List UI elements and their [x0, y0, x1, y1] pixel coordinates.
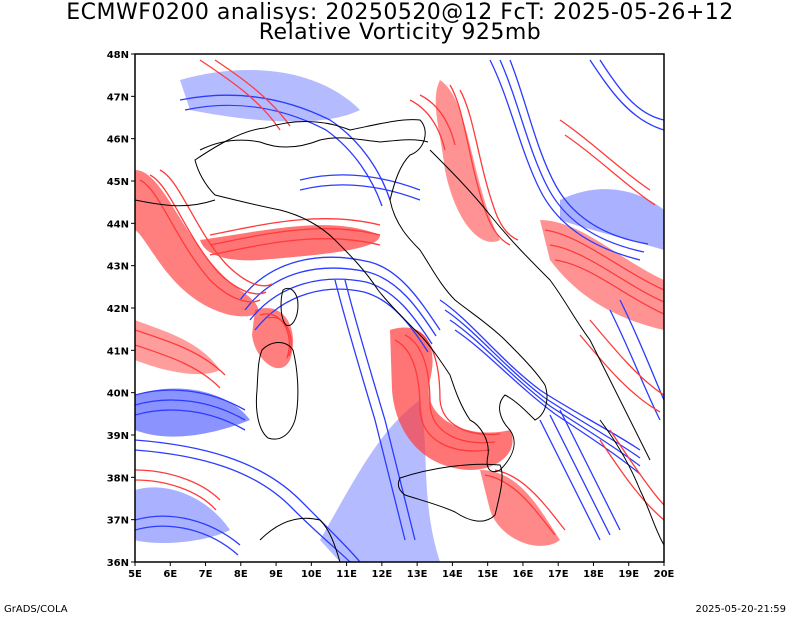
lon-tick-label: 15E — [477, 569, 498, 580]
lon-tick-label: 5E — [128, 569, 142, 580]
footer-timestamp: 2025-05-20-21:59 — [695, 604, 786, 615]
alps-border — [199, 137, 429, 151]
lon-tick-label: 9E — [269, 569, 283, 580]
lat-tick-label: 47N — [107, 92, 129, 103]
lat-tick-label: 44N — [107, 219, 129, 230]
lat-tick-label: 41N — [107, 346, 129, 357]
axis-ticks: 5E 6E 7E 8E 9E 10E 11E 12E 13E 14E 15E 16E 17E 18E 19E… — [107, 50, 675, 580]
greece-coast — [599, 419, 664, 546]
footer-software-credit: GrADS/COLA — [4, 604, 68, 615]
lon-tick-label: 19E — [618, 569, 639, 580]
positive-contour-lines — [135, 59, 664, 536]
corsica-outline — [280, 287, 299, 327]
lon-tick-label: 16E — [513, 569, 534, 580]
lat-tick-label: 38N — [107, 473, 129, 484]
lon-tick-label: 10E — [301, 569, 322, 580]
sicily-outline — [397, 463, 503, 522]
italy-peninsula-outline — [194, 119, 548, 473]
france-coast — [135, 199, 216, 207]
tunisia-coast — [259, 517, 341, 562]
lat-tick-label: 39N — [107, 431, 129, 442]
lat-tick-label: 45N — [107, 177, 129, 188]
coastlines-and-borders — [135, 119, 664, 562]
lon-tick-label: 11E — [336, 569, 357, 580]
lon-tick-label: 14E — [442, 569, 463, 580]
lat-tick-label: 43N — [107, 262, 129, 273]
balkan-coast-outline — [429, 149, 651, 461]
lon-tick-label: 7E — [199, 569, 213, 580]
lon-tick-label: 20E — [654, 569, 675, 580]
lat-tick-label: 48N — [107, 50, 129, 61]
lon-tick-label: 18E — [583, 569, 604, 580]
lon-tick-label: 12E — [371, 569, 392, 580]
positive-vorticity-fields — [135, 80, 664, 546]
lat-tick-label: 46N — [107, 135, 129, 146]
lon-tick-label: 6E — [163, 569, 177, 580]
lon-tick-label: 17E — [548, 569, 569, 580]
lon-tick-label: 13E — [407, 569, 428, 580]
vorticity-contours — [135, 59, 664, 562]
lat-tick-label: 36N — [107, 558, 129, 569]
map-title-line2: Relative Vorticity 925mb — [258, 20, 542, 45]
lat-tick-label: 40N — [107, 389, 129, 400]
negative-contour-lines — [135, 59, 664, 562]
lat-tick-label: 42N — [107, 304, 129, 315]
map-title-line1: ECMWF0200 analisys: 20250520@12 FcT: 202… — [66, 0, 734, 25]
lat-tick-label: 37N — [107, 516, 129, 527]
lon-tick-label: 8E — [234, 569, 248, 580]
sardinia-outline — [255, 342, 299, 440]
